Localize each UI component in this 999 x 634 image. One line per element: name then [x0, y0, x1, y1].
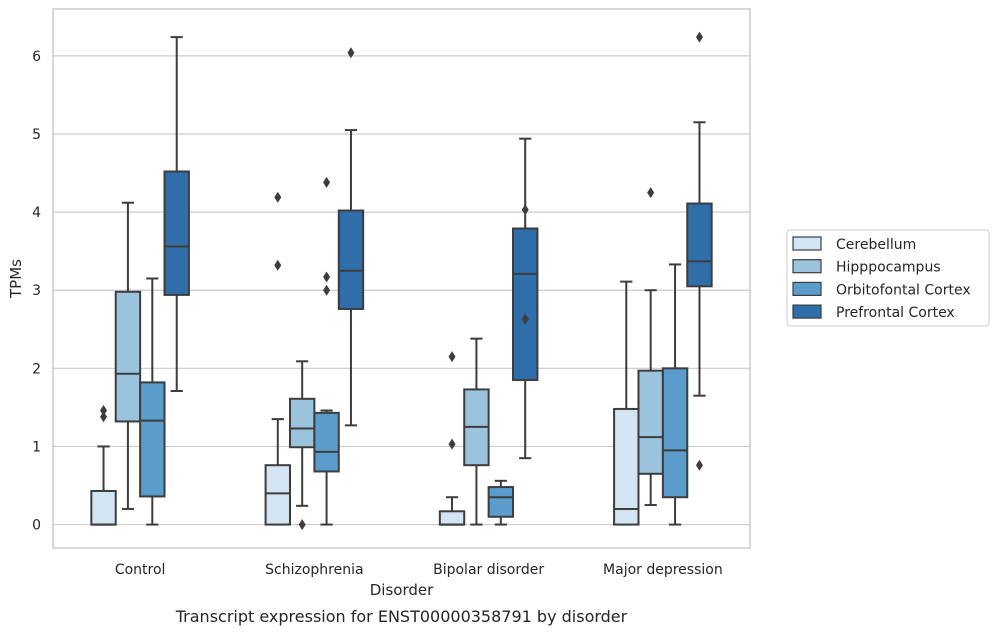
outlier-point [323, 176, 331, 188]
outlier-point [521, 204, 529, 216]
box-body [661, 367, 689, 499]
y-tick-label-1: 1 [32, 439, 41, 455]
box-body [163, 170, 190, 296]
outlier-point [521, 313, 529, 325]
x-tick-label-1: Schizophrenia [265, 562, 363, 578]
box-body [90, 489, 117, 526]
box-0-2 [139, 277, 166, 526]
box-3-2 [661, 263, 689, 526]
box-3-1 [637, 187, 664, 507]
y-tick-label-2: 2 [32, 361, 41, 377]
x-axis-ticks: Control Schizophrenia Bipolar disorder Majo… [115, 562, 723, 578]
chart-caption: Transcript expression for ENST0000035879… [175, 607, 628, 626]
box-body [264, 464, 291, 526]
legend-swatch-0 [792, 236, 822, 251]
outlier-point [448, 438, 456, 450]
outlier-point [347, 47, 355, 59]
box-0-1 [114, 201, 142, 510]
outlier-point [100, 411, 108, 423]
y-tick-label-3: 3 [32, 283, 41, 299]
box-body [313, 411, 340, 473]
box-0-0 [90, 405, 117, 526]
box-body [139, 381, 166, 498]
y-axis-title: TPMs [7, 259, 25, 299]
box-1-2 [313, 176, 340, 526]
legend-swatch-1 [792, 259, 822, 274]
box-2-0 [438, 351, 466, 526]
legend-label-2: Orbitofontal Cortex [836, 282, 971, 298]
outlier-point [323, 271, 331, 283]
x-tick-label-0: Control [115, 562, 166, 578]
box-3-3 [686, 31, 713, 471]
legend-swatch-2 [792, 281, 822, 296]
outlier-point [274, 259, 282, 271]
legend-frame [786, 229, 990, 327]
outlier-point [647, 187, 655, 199]
box-body [613, 407, 640, 526]
y-tick-label-5: 5 [32, 127, 41, 143]
legend-label-0: Cerebellum [836, 237, 916, 253]
box-3-0 [613, 280, 640, 526]
box-body [686, 202, 713, 288]
legend-label-1: Hipppocampus [836, 260, 941, 276]
box-body [438, 510, 466, 526]
box-body [288, 397, 316, 449]
plot-border [52, 8, 751, 549]
x-tick-label-2: Bipolar disorder [433, 562, 544, 578]
y-tick-label-4: 4 [32, 205, 41, 221]
box-body [512, 227, 539, 382]
box-series [90, 31, 713, 531]
box-body [114, 290, 142, 423]
box-body [337, 209, 365, 310]
outlier-point [323, 284, 331, 296]
box-1-3 [337, 47, 365, 427]
outlier-point [448, 351, 456, 363]
y-tick-label-0: 0 [32, 518, 41, 534]
legend-label-3: Prefrontal Cortex [836, 305, 955, 321]
y-tick-label-6: 6 [32, 49, 41, 65]
box-0-3 [163, 36, 190, 392]
box-2-3 [512, 137, 539, 460]
box-2-2 [487, 479, 515, 526]
y-axis-ticks: 0 1 2 3 4 5 6 [32, 49, 41, 534]
outlier-point [298, 519, 306, 531]
box-1-0 [264, 191, 291, 526]
outlier-point [695, 31, 703, 43]
x-tick-label-3: Major depression [603, 562, 723, 578]
box-body [637, 369, 664, 475]
outlier-point [695, 459, 703, 471]
box-1-1 [288, 360, 316, 531]
x-axis-title: Disorder [370, 581, 434, 599]
box-2-1 [463, 337, 490, 526]
box-body [487, 486, 515, 518]
legend-swatch-3 [792, 304, 822, 319]
outlier-point [100, 405, 108, 417]
legend: Cerebellum Hipppocampus Orbitofontal Corte… [786, 229, 990, 327]
outlier-point [274, 191, 282, 203]
